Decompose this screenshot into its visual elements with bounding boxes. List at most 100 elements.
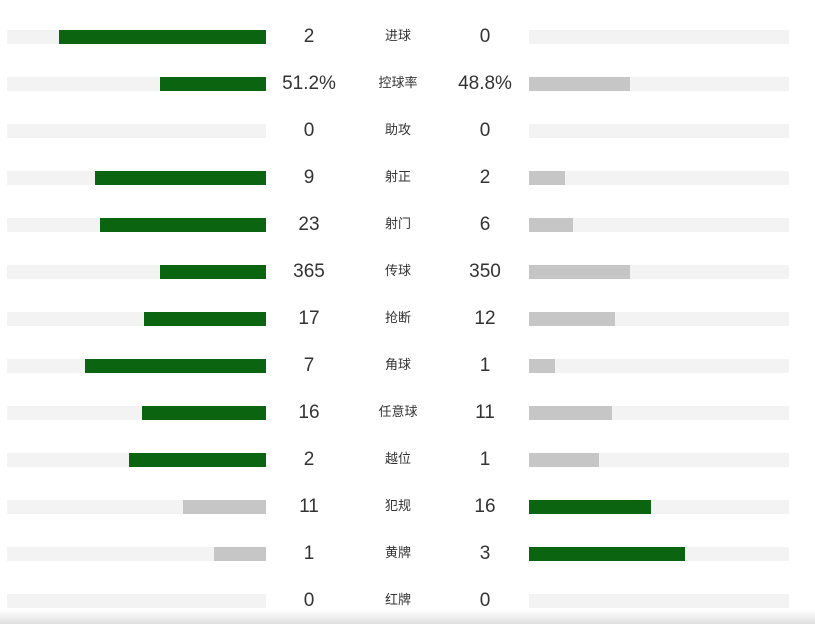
away-bar-track <box>529 406 789 420</box>
stat-label: 射正 <box>384 170 411 185</box>
home-bar-track <box>7 453 266 467</box>
home-bar-track <box>7 265 266 279</box>
away-bar <box>529 312 615 326</box>
away-bar-track <box>529 500 789 514</box>
home-bar <box>95 171 266 185</box>
stat-label: 抢断 <box>384 311 411 326</box>
home-value: 9 <box>303 167 315 188</box>
away-bar-track <box>529 265 789 279</box>
bottom-edge-shadow <box>0 610 815 624</box>
away-bar-track <box>529 171 789 185</box>
away-value: 11 <box>475 402 495 423</box>
away-bar-track <box>529 453 789 467</box>
home-bar-track <box>7 594 266 608</box>
home-bar-track <box>7 77 266 91</box>
home-value: 2 <box>303 26 315 47</box>
away-bar <box>529 171 565 185</box>
home-bar-track <box>7 218 266 232</box>
home-bar <box>160 265 266 279</box>
home-value: 17 <box>298 308 320 329</box>
away-bar <box>529 453 599 467</box>
away-value: 3 <box>479 543 491 564</box>
home-value: 1 <box>303 543 315 564</box>
away-bar-track <box>529 218 789 232</box>
away-value: 350 <box>469 261 501 282</box>
stat-row: 365 传球 350 <box>0 242 815 289</box>
stat-label: 越位 <box>384 452 411 467</box>
stat-row: 16 任意球 11 <box>0 383 815 430</box>
stat-label: 角球 <box>384 358 411 373</box>
away-bar <box>529 218 573 232</box>
stat-label: 红牌 <box>384 593 411 608</box>
home-value: 16 <box>298 402 320 423</box>
stat-row: 2 越位 1 <box>0 430 815 477</box>
away-bar <box>529 547 685 561</box>
away-value: 0 <box>479 120 491 141</box>
home-value: 0 <box>303 590 315 611</box>
home-bar-track <box>7 124 266 138</box>
away-value: 6 <box>479 214 491 235</box>
home-value: 365 <box>293 261 325 282</box>
home-bar-track <box>7 171 266 185</box>
away-bar-track <box>529 30 789 44</box>
stat-row: 23 射门 6 <box>0 195 815 242</box>
away-bar-track <box>529 312 789 326</box>
stat-row: 51.2% 控球率 48.8% <box>0 54 815 101</box>
away-value: 0 <box>479 26 491 47</box>
home-bar <box>214 547 266 561</box>
stat-row: 9 射正 2 <box>0 148 815 195</box>
away-bar-track <box>529 594 789 608</box>
away-value: 16 <box>474 496 496 517</box>
away-value: 1 <box>479 449 491 470</box>
away-bar <box>529 265 630 279</box>
away-value: 2 <box>479 167 491 188</box>
away-bar <box>529 406 612 420</box>
stat-label: 黄牌 <box>384 546 411 561</box>
stat-label: 射门 <box>384 217 411 232</box>
stat-row: 0 助攻 0 <box>0 101 815 148</box>
away-bar-track <box>529 547 789 561</box>
home-bar-track <box>7 30 266 44</box>
away-value: 0 <box>479 590 491 611</box>
away-value: 48.8% <box>458 73 512 94</box>
away-value: 1 <box>479 355 491 376</box>
stat-label: 助攻 <box>384 123 411 138</box>
home-bar <box>129 453 266 467</box>
stat-label: 传球 <box>384 264 411 279</box>
stat-row: 17 抢断 12 <box>0 289 815 336</box>
home-bar <box>142 406 266 420</box>
away-bar-track <box>529 124 789 138</box>
home-bar-track <box>7 547 266 561</box>
stat-row: 1 黄牌 3 <box>0 524 815 571</box>
home-bar <box>160 77 266 91</box>
stat-label: 任意球 <box>378 405 418 420</box>
stat-row: 11 犯规 16 <box>0 477 815 524</box>
stat-label: 控球率 <box>378 76 418 91</box>
away-bar <box>529 359 555 373</box>
stat-label: 进球 <box>384 29 411 44</box>
away-bar-track <box>529 77 789 91</box>
home-bar-track <box>7 312 266 326</box>
home-value: 7 <box>303 355 315 376</box>
home-value: 0 <box>303 120 315 141</box>
away-bar <box>529 77 630 91</box>
away-bar-track <box>529 359 789 373</box>
home-value: 23 <box>298 214 320 235</box>
home-value: 2 <box>303 449 315 470</box>
away-value: 12 <box>474 308 496 329</box>
stat-row: 0 红牌 0 <box>0 571 815 618</box>
stat-row: 7 角球 1 <box>0 336 815 383</box>
home-bar-track <box>7 500 266 514</box>
stat-label: 犯规 <box>384 499 411 514</box>
home-bar-track <box>7 406 266 420</box>
home-bar <box>59 30 266 44</box>
home-bar-track <box>7 359 266 373</box>
home-bar <box>183 500 266 514</box>
stat-row: 2 进球 0 <box>0 7 815 54</box>
home-bar <box>85 359 266 373</box>
home-bar <box>100 218 266 232</box>
home-value: 11 <box>299 496 319 517</box>
home-value: 51.2% <box>282 73 336 94</box>
away-bar <box>529 500 651 514</box>
